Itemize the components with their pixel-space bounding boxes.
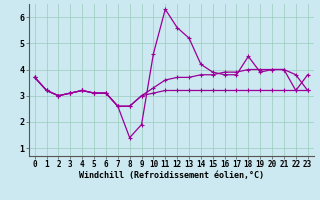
X-axis label: Windchill (Refroidissement éolien,°C): Windchill (Refroidissement éolien,°C) [79,171,264,180]
